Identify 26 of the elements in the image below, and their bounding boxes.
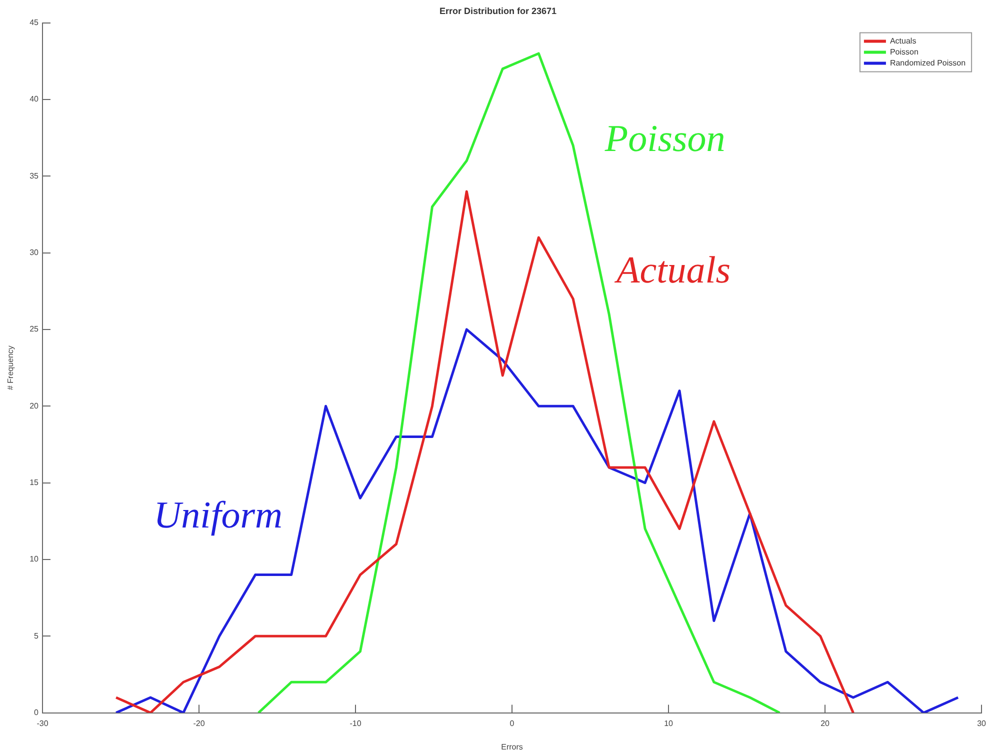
y-tick-label: 30 bbox=[30, 248, 40, 258]
annotation: Poisson bbox=[604, 118, 726, 160]
x-tick-label: 10 bbox=[664, 718, 674, 728]
annotation: Actuals bbox=[614, 250, 731, 292]
x-axis-title: Errors bbox=[501, 742, 523, 752]
y-tick-label: 0 bbox=[34, 708, 40, 718]
y-tick-label: 20 bbox=[30, 401, 40, 410]
x-tick-label: 30 bbox=[977, 718, 987, 728]
legend-label: Actuals bbox=[890, 36, 916, 46]
y-tick-label: 45 bbox=[30, 18, 40, 28]
x-tick-label: -30 bbox=[36, 718, 49, 728]
y-tick-label: 15 bbox=[30, 478, 40, 488]
legend-label: Poisson bbox=[890, 48, 918, 57]
y-tick-label: 10 bbox=[30, 554, 40, 564]
y-tick-label: 35 bbox=[30, 171, 40, 180]
y-tick-label: 5 bbox=[34, 631, 40, 640]
legend-label: Randomized Poisson bbox=[890, 58, 966, 68]
x-tick-label: -20 bbox=[193, 718, 206, 728]
x-tick-label: 0 bbox=[510, 718, 515, 728]
chart-title: Error Distribution for 23671 bbox=[439, 6, 557, 16]
y-tick-label: 25 bbox=[30, 324, 40, 334]
annotation: Uniform bbox=[154, 494, 282, 537]
y-tick-label: 40 bbox=[30, 94, 40, 104]
x-tick-label: 20 bbox=[820, 718, 830, 728]
x-tick-label: -10 bbox=[350, 718, 362, 728]
y-axis-title: # Frequency bbox=[6, 346, 16, 390]
